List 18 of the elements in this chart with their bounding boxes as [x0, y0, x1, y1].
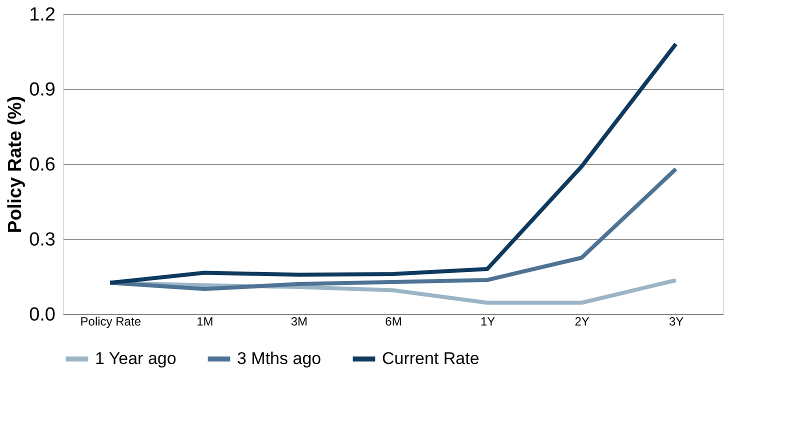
x-tick-label: 1Y	[480, 314, 496, 328]
x-tick-label: 1M	[196, 314, 214, 328]
legend-label: 3 Mths ago	[237, 349, 322, 368]
legend-label: Current Rate	[382, 349, 480, 368]
x-tick-label: Policy Rate	[80, 314, 142, 328]
x-tick-label: 3Y	[669, 314, 684, 328]
y-tick-label: 0.9	[29, 80, 56, 100]
legend-label: 1 Year ago	[95, 349, 176, 368]
x-tick-label: 6M	[385, 314, 402, 328]
y-tick-label: 0.3	[29, 230, 56, 250]
line-series	[108, 167, 678, 291]
x-tick-label: 3M	[290, 314, 308, 328]
y-tick-label: 0.6	[29, 154, 56, 176]
y-tick-label: 1.2	[29, 4, 56, 26]
y-axis-title: Policy Rate (%)	[5, 96, 26, 234]
y-tick-label: 0.0	[29, 304, 56, 326]
line-series	[108, 42, 678, 285]
x-tick-label: 2Y	[574, 314, 590, 328]
